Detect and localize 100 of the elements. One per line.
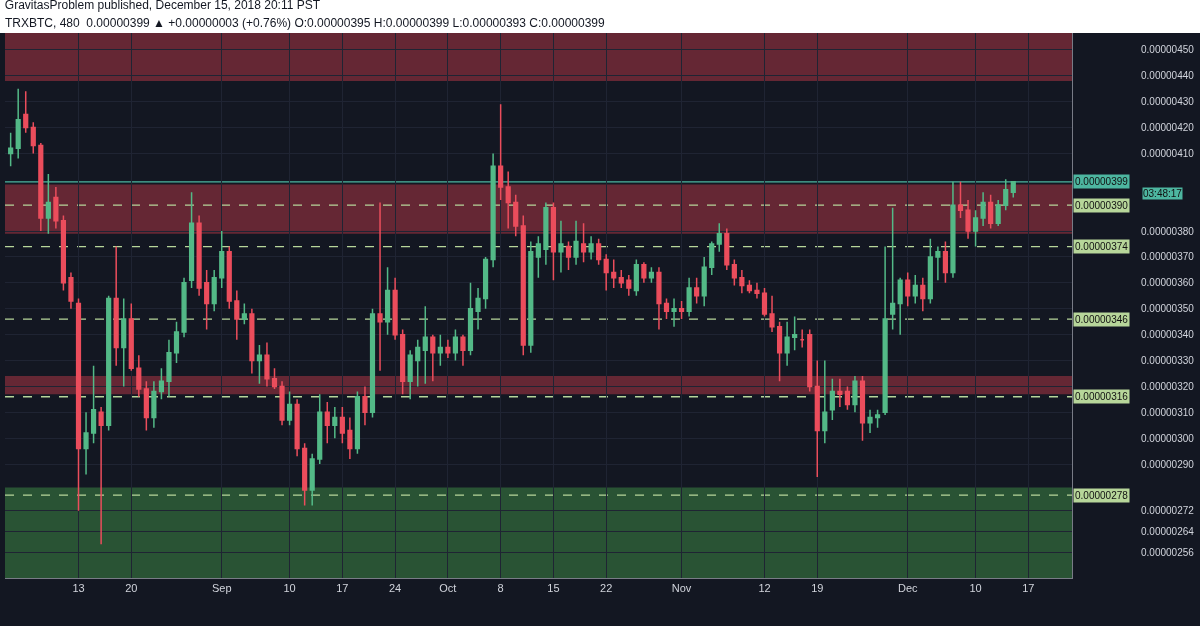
candlestick — [694, 276, 700, 305]
candlestick — [362, 385, 368, 426]
candlestick — [626, 274, 632, 297]
candlestick — [219, 230, 225, 289]
candlestick — [332, 406, 338, 439]
candlestick — [829, 377, 835, 421]
candlestick — [550, 201, 557, 282]
candlestick — [837, 377, 843, 408]
candlestick — [113, 245, 119, 367]
candlestick — [709, 240, 715, 276]
y-tick-label: 0.00000310 — [1141, 406, 1195, 418]
candlestick — [498, 103, 504, 201]
candlestick — [128, 302, 134, 372]
candlestick — [905, 271, 911, 307]
candlestick — [965, 199, 971, 240]
ref-line-label: 0.00000278 — [1075, 490, 1129, 501]
ref-line-label: 0.00000374 — [1075, 241, 1129, 252]
candlestick — [513, 194, 519, 237]
candlestick — [920, 276, 926, 313]
y-tick-label: 0.00000420 — [1141, 122, 1195, 133]
ref-line-label: 0.00000390 — [1075, 200, 1129, 211]
x-tick-label: 17 — [336, 582, 349, 595]
candlestick — [460, 333, 466, 367]
ref-line-label: 0.00000316 — [1075, 391, 1129, 402]
candlestick — [452, 328, 459, 362]
candlestick — [641, 261, 647, 284]
x-tick-label: 13 — [72, 582, 85, 595]
candlestick — [935, 245, 941, 282]
x-tick-label: 24 — [388, 582, 402, 595]
candlestick — [384, 266, 391, 336]
x-tick-label: Oct — [439, 582, 457, 595]
x-tick-label: 15 — [547, 582, 560, 595]
y-tick-label: 0.00000264 — [1141, 525, 1195, 537]
candlestick — [271, 367, 278, 390]
candlestick — [143, 380, 149, 432]
candlestick — [769, 295, 775, 333]
candlestick — [988, 194, 994, 230]
candlestick — [286, 390, 293, 426]
y-tick-label: 0.00000360 — [1141, 277, 1195, 289]
candlestick — [565, 240, 572, 271]
candlestick — [882, 245, 888, 416]
candlestick — [776, 320, 783, 382]
candlestick — [942, 240, 949, 284]
y-tick-label: 0.00000256 — [1141, 546, 1195, 558]
x-tick-label: 20 — [125, 582, 138, 595]
candlestick — [226, 245, 232, 310]
candlestick — [558, 219, 564, 274]
candlestick — [716, 222, 722, 253]
candlestick — [302, 442, 308, 507]
x-tick-label: 22 — [600, 582, 613, 595]
ref-line-label: 0.00000399 — [1075, 176, 1129, 187]
candlestick — [573, 219, 579, 266]
candlestick — [369, 307, 376, 419]
y-tick-label: 0.00000272 — [1141, 505, 1195, 517]
candlestick — [294, 398, 300, 458]
candlestick — [1010, 181, 1016, 199]
candlestick — [761, 287, 768, 318]
candlestick — [158, 367, 165, 401]
candlestick — [490, 152, 496, 269]
candlestick — [15, 87, 21, 160]
candlestick — [437, 333, 443, 367]
y-tick-label: 0.00000440 — [1141, 70, 1195, 82]
y-tick-label: 0.00000410 — [1141, 147, 1195, 159]
candlestick — [83, 411, 89, 476]
y-tick-label: 0.00000290 — [1141, 458, 1195, 470]
chart-title: GravitasProblem published, December 15, 2018 20:11 PST — [4, 0, 321, 13]
candlestick — [430, 333, 436, 382]
candlestick — [957, 181, 964, 219]
candlestick — [317, 393, 323, 465]
candlestick — [807, 328, 813, 393]
candlestick — [663, 297, 670, 320]
candlestick — [392, 276, 398, 341]
candlestick — [520, 214, 526, 357]
candlestick — [475, 287, 481, 331]
candlestick — [181, 276, 187, 338]
candlestick — [731, 258, 737, 287]
candlestick — [822, 359, 828, 445]
ref-line-label: 0.00000346 — [1075, 314, 1129, 325]
y-tick-label: 0.00000330 — [1141, 355, 1195, 367]
candlestick — [256, 344, 263, 385]
candlestick — [739, 269, 745, 294]
candlestick — [746, 279, 753, 294]
candlestick — [188, 191, 195, 289]
candlestick — [98, 406, 104, 546]
candlestick — [354, 390, 361, 455]
candlestick — [950, 181, 956, 279]
candlestick — [90, 364, 97, 445]
x-tick-label: Nov — [671, 582, 692, 595]
candlestick — [400, 328, 406, 395]
candlestick — [890, 207, 896, 331]
candlestick — [543, 201, 549, 266]
x-tick-label: 8 — [497, 582, 504, 595]
chart-subtitle: TRXBTC, 480 0.00000399 ▲ +0.00000003 (+0.76%) O:0.00000395 H:0.00000399 L:0.00000393 C:0.00000399 — [5, 16, 605, 30]
candlestick — [204, 269, 210, 331]
candlestick — [505, 170, 511, 230]
candlestick — [852, 375, 858, 414]
candlestick — [912, 274, 918, 305]
candlestick — [927, 238, 933, 305]
candlestick — [422, 305, 428, 385]
candlestick — [23, 90, 29, 134]
